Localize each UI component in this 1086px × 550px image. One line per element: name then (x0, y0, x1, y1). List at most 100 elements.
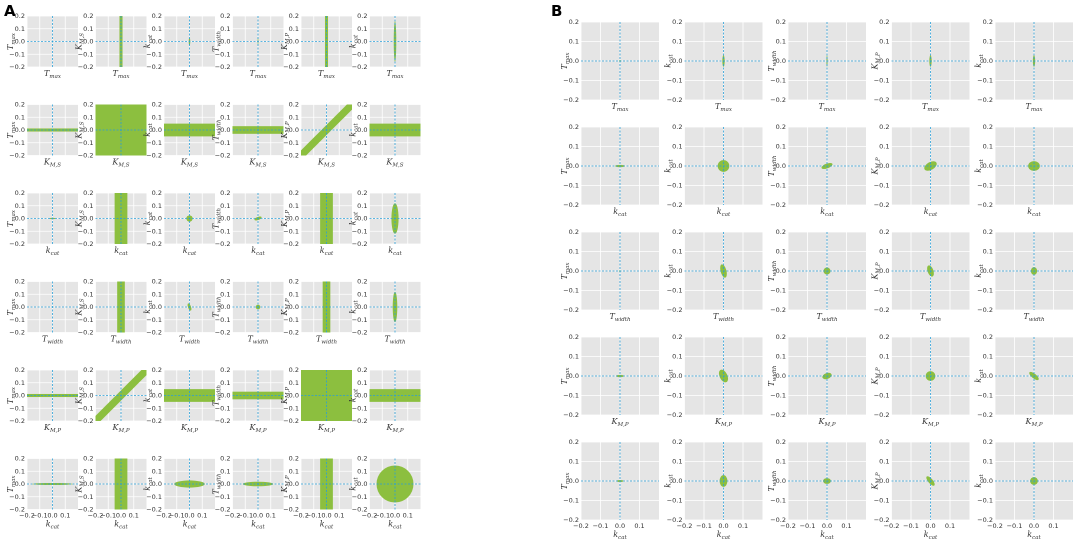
subplot-pA-r1-c5: −0.2 −0.1 0.0 0.1 0.2 (352, 101, 421, 160)
y-tick-label: 0.2 (289, 366, 299, 374)
x-axis-label: kcat (717, 530, 731, 541)
y-axis-label: KM,P (280, 210, 291, 228)
x-axis-label: kcat (320, 246, 334, 257)
x-axis-label: Twidth (384, 335, 406, 346)
y-tick-label: −0.2 (78, 417, 94, 425)
y-tick-label: 0.1 (152, 25, 162, 33)
panel-b-label: B (551, 2, 562, 20)
y-axis-label: kcat (143, 388, 154, 402)
y-tick-label: 0.2 (152, 455, 162, 463)
y-tick-label: −0.2 (9, 417, 25, 425)
x-axis-label: kcat (820, 530, 834, 541)
y-tick-label: −0.2 (770, 201, 786, 209)
x-tick-label: −0.1 (100, 512, 116, 520)
y-axis-label: kcat (974, 474, 985, 488)
x-axis-label: kcat (1027, 207, 1041, 218)
y-tick-label: −0.1 (78, 316, 94, 324)
y-tick-label: 0.0 (569, 477, 579, 485)
subplot-pB-r1-c4: −0.2 −0.1 0.0 0.1 0.2 (977, 123, 1073, 209)
y-axis-label: Tmax (6, 32, 17, 50)
x-tick-label: 0.1 (945, 522, 955, 530)
y-tick-label: 0.1 (220, 290, 230, 298)
y-tick-label: 0.0 (15, 303, 25, 311)
y-tick-label: −0.2 (352, 240, 368, 248)
y-tick-label: 0.0 (15, 392, 25, 400)
y-axis-label: KM,S (75, 210, 86, 228)
y-axis-label: Twidth (212, 31, 223, 53)
x-tick-label: −0.2 (19, 512, 35, 520)
y-tick-label: −0.2 (215, 63, 231, 71)
x-axis-label: KM,P (921, 417, 939, 428)
x-axis-label: KM,P (817, 417, 835, 428)
y-tick-label: −0.2 (977, 411, 993, 419)
y-axis-label: KM,P (871, 472, 882, 490)
x-tick-label: 0.1 (197, 512, 207, 520)
y-tick-label: 0.1 (776, 353, 786, 361)
y-axis-label: kcat (664, 474, 675, 488)
x-axis-label: kcat (183, 520, 197, 531)
y-tick-label: 0.2 (357, 189, 367, 197)
y-tick-label: −0.1 (667, 497, 683, 505)
y-tick-label: −0.1 (146, 139, 162, 147)
y-axis-label: KM,P (280, 121, 291, 139)
x-axis-label: Tmax (113, 69, 131, 80)
subplot-pA-r3-c0: −0.2 −0.1 0.0 0.1 0.2 (9, 278, 78, 337)
y-tick-label: −0.2 (563, 306, 579, 314)
subplot-pA-r2-c5: −0.2 −0.1 0.0 0.1 0.2 (352, 189, 421, 248)
y-tick-label: 0.2 (220, 366, 230, 374)
y-tick-label: −0.2 (563, 516, 579, 524)
y-axis-label: Twidth (767, 470, 778, 492)
subplot-pB-r1-c0: −0.2 −0.1 0.0 0.1 0.2 (563, 123, 659, 209)
y-tick-label: 0.1 (357, 290, 367, 298)
y-tick-label: 0.0 (152, 126, 162, 134)
subplot-pA-r0-c4: −0.2 −0.1 0.0 0.1 0.2 (283, 12, 352, 71)
y-tick-label: 0.2 (672, 18, 682, 26)
y-tick-label: 0.2 (776, 18, 786, 26)
y-tick-label: 0.0 (879, 267, 889, 275)
x-axis-label: Twidth (179, 335, 201, 346)
x-axis-label: Twidth (816, 312, 838, 323)
subplot-pB-r4-c2: −0.2 −0.1 0.0 0.1 0.2 −0.2 −0.1 0.0 0.1 (770, 438, 866, 530)
y-tick-label: 0.0 (776, 57, 786, 65)
y-tick-label: 0.2 (289, 101, 299, 109)
y-axis-label: kcat (143, 34, 154, 48)
y-tick-label: −0.1 (146, 50, 162, 58)
y-tick-label: −0.1 (78, 50, 94, 58)
y-tick-label: −0.1 (215, 227, 231, 235)
y-tick-label: −0.2 (215, 329, 231, 337)
subplot-pA-r2-c3: −0.2 −0.1 0.0 0.1 0.2 (215, 189, 284, 248)
y-axis-label: kcat (664, 54, 675, 68)
y-tick-label: 0.1 (983, 248, 993, 256)
y-tick-label: −0.1 (146, 404, 162, 412)
y-tick-label: 0.1 (83, 25, 93, 33)
x-axis-label: KM,P (111, 423, 129, 434)
y-tick-label: −0.2 (874, 201, 890, 209)
y-tick-label: −0.1 (78, 227, 94, 235)
y-tick-label: −0.2 (563, 201, 579, 209)
y-tick-label: 0.2 (152, 12, 162, 20)
y-tick-label: −0.1 (977, 497, 993, 505)
x-axis-label: Twidth (609, 312, 631, 323)
y-tick-label: 0.2 (879, 333, 889, 341)
y-tick-label: 0.2 (983, 438, 993, 446)
y-tick-label: −0.1 (352, 227, 368, 235)
y-tick-label: −0.1 (9, 227, 25, 235)
y-tick-label: −0.1 (563, 497, 579, 505)
x-axis-label: KM,S (43, 158, 61, 169)
y-tick-label: 0.2 (983, 18, 993, 26)
x-tick-label: −0.1 (696, 522, 712, 530)
y-tick-label: 0.0 (15, 215, 25, 223)
y-tick-label: 0.1 (15, 290, 25, 298)
x-tick-label: −0.1 (1007, 522, 1023, 530)
x-tick-label: −0.2 (780, 522, 796, 530)
y-axis-label: kcat (974, 159, 985, 173)
y-tick-label: 0.1 (983, 143, 993, 151)
subplot-pB-r2-c0: −0.2 −0.1 0.0 0.1 0.2 (563, 228, 659, 314)
x-axis-label: kcat (46, 246, 60, 257)
x-axis-label: Twidth (713, 312, 735, 323)
x-tick-label: −0.2 (225, 512, 241, 520)
y-tick-label: −0.2 (352, 152, 368, 160)
y-tick-label: 0.2 (357, 101, 367, 109)
y-axis-label: Tmax (6, 121, 17, 139)
y-tick-label: 0.1 (220, 379, 230, 387)
